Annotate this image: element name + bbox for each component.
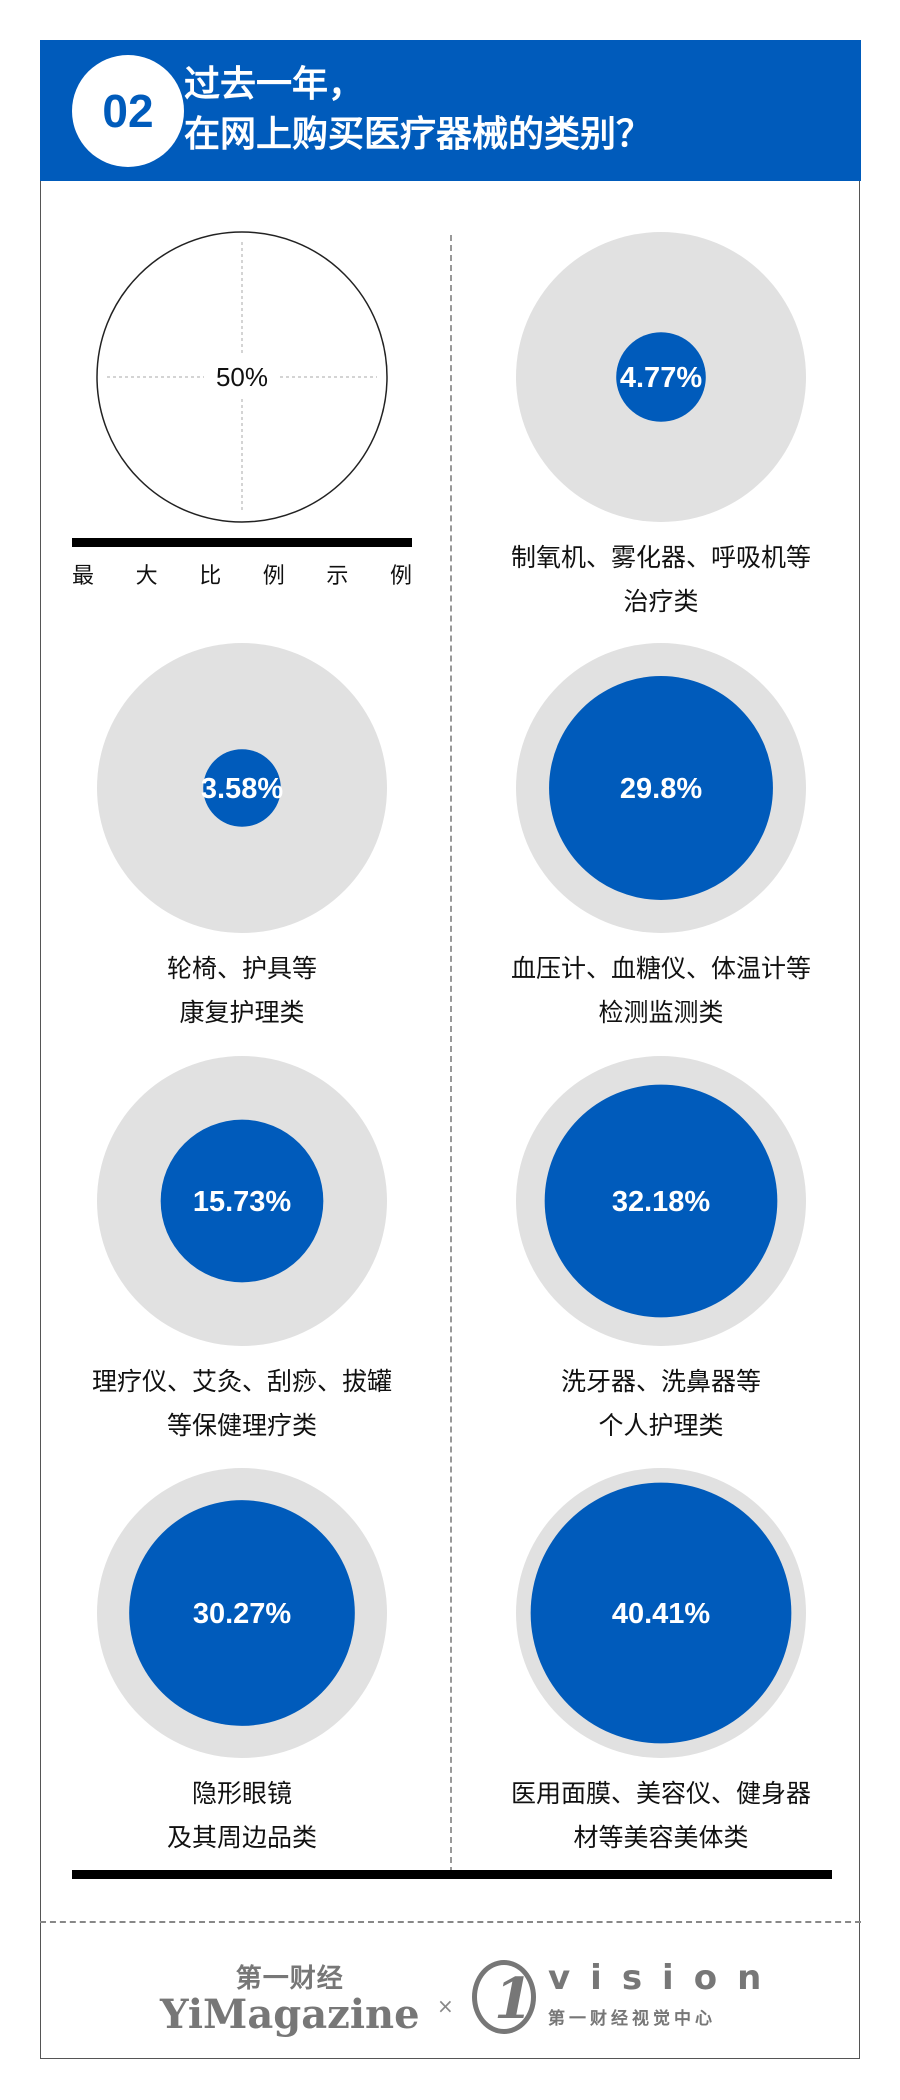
legend-bar bbox=[72, 538, 412, 547]
category-value-label: 29.8% bbox=[620, 773, 702, 805]
legend-caption-char: 例 bbox=[389, 564, 412, 589]
reference-value-label: 50% bbox=[216, 362, 268, 392]
category-value-circle bbox=[203, 749, 281, 827]
logo1-en: YiMagazine bbox=[160, 1991, 420, 2038]
category-value-label: 30.27% bbox=[193, 1598, 292, 1630]
category-label: 洗牙器、洗鼻器等 个人护理类 bbox=[461, 1360, 861, 1448]
category-value-circle bbox=[549, 676, 773, 900]
page-title: 过去一年， 在网上购买医疗器械的类别？ bbox=[184, 60, 652, 160]
category-value-circle bbox=[544, 1084, 778, 1318]
category-label: 医用面膜、美容仪、健身器 材等美容美体类 bbox=[461, 1772, 861, 1860]
category-label-line: 制氧机、雾化器、呼吸机等 bbox=[510, 543, 811, 572]
section-number-badge: 02 bbox=[72, 55, 184, 167]
category-value-label: 15.73% bbox=[193, 1186, 292, 1218]
category-value-circle bbox=[160, 1119, 324, 1283]
category-label-line: 等保健理疗类 bbox=[166, 1411, 317, 1440]
category-value-circle bbox=[129, 1500, 355, 1726]
reference-circle bbox=[96, 231, 388, 523]
column-divider bbox=[450, 235, 452, 1873]
category-label-line: 理疗仪、艾灸、刮痧、拔罐 bbox=[91, 1367, 392, 1396]
category-label: 理疗仪、艾灸、刮痧、拔罐 等保健理疗类 bbox=[42, 1360, 442, 1448]
category-label: 血压计、血糖仪、体温计等 检测监测类 bbox=[461, 947, 861, 1035]
legend-caption-char: 最 bbox=[72, 564, 95, 589]
legend-caption-char: 示 bbox=[326, 564, 349, 589]
category-label: 制氧机、雾化器、呼吸机等 治疗类 bbox=[461, 536, 861, 624]
category-label-line: 隐形眼镜 bbox=[191, 1779, 292, 1808]
infographic-frame bbox=[40, 40, 860, 2059]
category-label-line: 及其周边品类 bbox=[166, 1823, 317, 1852]
category-value-label: 40.41% bbox=[612, 1598, 711, 1630]
vision-mark-icon bbox=[472, 1960, 536, 2034]
bottom-bar bbox=[72, 1870, 832, 1879]
logo1-cn: 第一财经 bbox=[235, 1964, 344, 1994]
vision-mark-glyph: 1 bbox=[494, 1966, 533, 2032]
category-value-label: 3.58% bbox=[201, 773, 283, 805]
category-value-circle bbox=[530, 1482, 792, 1744]
category-value-label: 32.18% bbox=[612, 1186, 711, 1218]
category-label-line: 洗牙器、洗鼻器等 bbox=[560, 1367, 761, 1396]
legend-caption-char: 比 bbox=[199, 564, 222, 589]
category-label-line: 治疗类 bbox=[623, 587, 699, 616]
category-label-line: 轮椅、护具等 bbox=[166, 954, 317, 983]
category-label-line: 血压计、血糖仪、体温计等 bbox=[510, 954, 811, 983]
title-line-2: 在网上购买医疗器械的类别？ bbox=[184, 114, 653, 155]
category-label-line: 康复护理类 bbox=[179, 998, 305, 1027]
legend-caption: 最大比例示例 bbox=[72, 558, 412, 590]
footer-divider bbox=[40, 1921, 861, 1923]
category-label-line: 医用面膜、美容仪、健身器 bbox=[510, 1779, 811, 1808]
category-label-line: 材等美容美体类 bbox=[573, 1823, 749, 1852]
legend-caption-char: 大 bbox=[135, 564, 158, 589]
collab-separator: × bbox=[437, 1994, 454, 2018]
title-line-1: 过去一年， bbox=[184, 64, 365, 105]
category-value-label: 4.77% bbox=[620, 362, 702, 394]
yimagazine-logo: 第一财经 YiMagazine bbox=[160, 1958, 420, 2035]
category-value-circle bbox=[616, 332, 706, 422]
legend-caption-char: 例 bbox=[262, 564, 285, 589]
logo2-cn: 第一财经视觉中心 bbox=[548, 2009, 716, 2029]
category-label: 轮椅、护具等 康复护理类 bbox=[42, 947, 442, 1035]
category-label: 隐形眼镜及其周边品类 bbox=[42, 1772, 442, 1860]
category-label-line: 检测监测类 bbox=[598, 998, 724, 1027]
category-label-line: 个人护理类 bbox=[598, 1411, 724, 1440]
logo2-en: vision bbox=[548, 1958, 782, 1998]
